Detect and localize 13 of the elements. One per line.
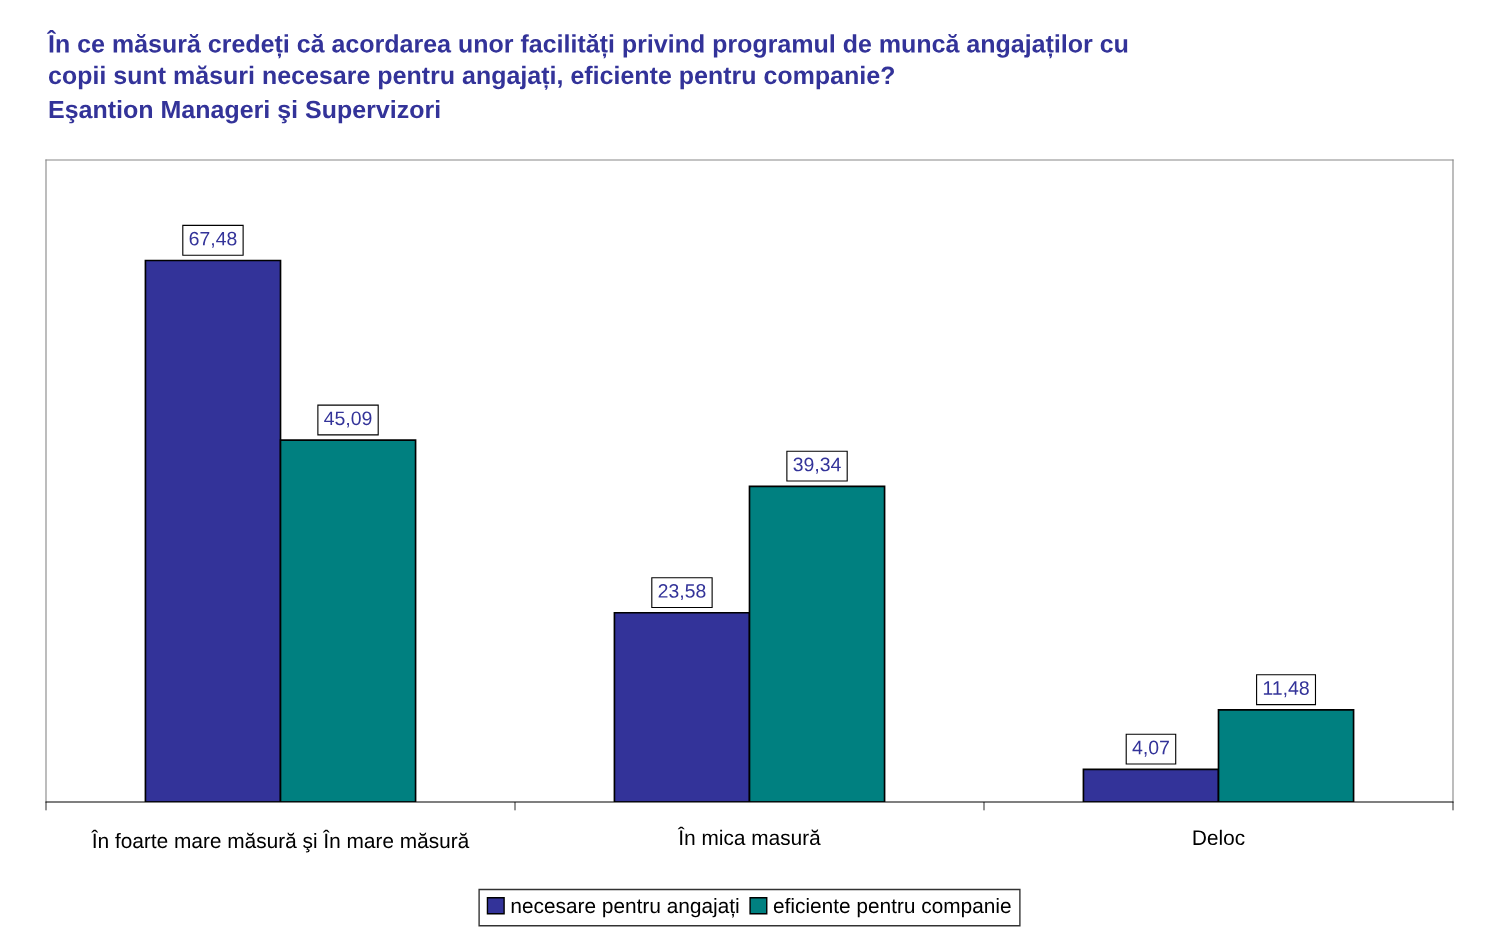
data-label: 45,09: [324, 411, 372, 428]
data-label: 39,34: [793, 457, 841, 474]
chart-subtitle: Eşantion Manageri şi Supervizori: [49, 100, 440, 124]
data-label: 11,48: [1263, 681, 1309, 698]
x-tick-label: Deloc: [1193, 829, 1245, 846]
data-label: 4,07: [1132, 740, 1169, 757]
legend-label: eficiente pentru companie: [773, 897, 1011, 918]
legend-label: necesare pentru angajați: [511, 897, 739, 918]
x-tick-label: În foarte mare măsură şi În mare măsură: [91, 829, 470, 853]
data-label: 67,48: [189, 231, 237, 248]
chart-title: În ce măsură credeți că acordarea unor facilități privind programul de muncă angajaților cu copii sunt măsuri necesare pentru angajați, eficiente pentru companie?: [46, 30, 1128, 90]
x-tick-label: În mica masură: [677, 826, 821, 846]
data-label: 23,58: [658, 584, 706, 601]
